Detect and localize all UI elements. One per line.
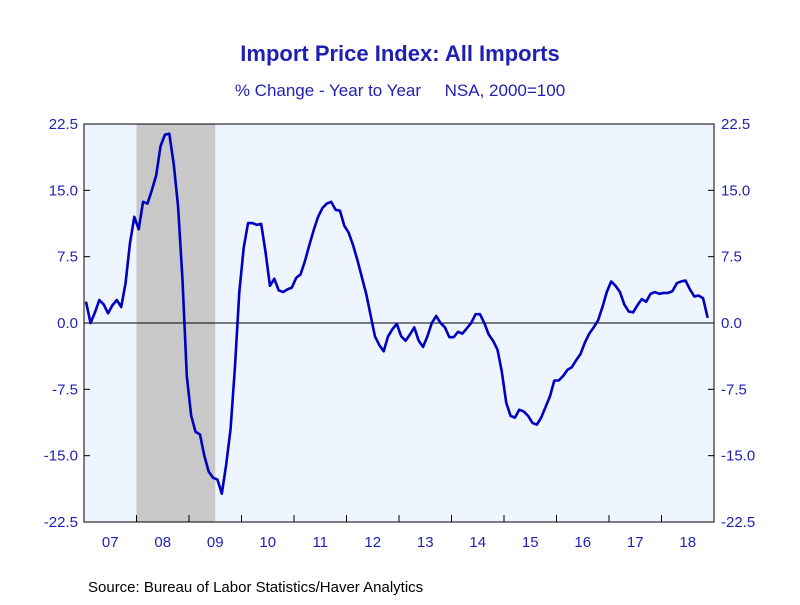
x-tick-label: 11 bbox=[312, 534, 328, 551]
y-tick-label-right: 7.5 bbox=[721, 249, 742, 266]
y-tick-label-right: 0.0 bbox=[721, 315, 742, 332]
x-tick-label: 17 bbox=[627, 534, 644, 551]
x-tick-label: 13 bbox=[417, 534, 434, 551]
y-tick-label-left: -15.0 bbox=[44, 448, 78, 465]
y-tick-label-left: 22.5 bbox=[49, 116, 78, 133]
y-tick-label-right: -22.5 bbox=[721, 514, 755, 531]
x-tick-label: 10 bbox=[259, 534, 276, 551]
x-tick-label: 16 bbox=[574, 534, 591, 551]
series-line-layer bbox=[84, 132, 709, 496]
x-tick-label: 07 bbox=[102, 534, 119, 551]
x-axis-ticks: 07 08 09 10 11 12 13 14 15 16 17 18 bbox=[102, 515, 696, 551]
y-tick-label-right: -15.0 bbox=[721, 448, 755, 465]
x-tick-label: 15 bbox=[522, 534, 539, 551]
chart-title: Import Price Index: All Imports bbox=[240, 41, 559, 66]
series-line bbox=[84, 132, 709, 496]
y-tick-label-right: -7.5 bbox=[721, 381, 747, 398]
y-tick-label-left: 7.5 bbox=[57, 249, 78, 266]
x-tick-label: 18 bbox=[679, 534, 696, 551]
y-tick-label-left: -7.5 bbox=[52, 381, 78, 398]
y-tick-label-left: -22.5 bbox=[44, 514, 78, 531]
chart-source: Source: Bureau of Labor Statistics/Haver… bbox=[88, 579, 423, 596]
x-tick-label: 08 bbox=[154, 534, 171, 551]
x-tick-label: 12 bbox=[364, 534, 381, 551]
y-tick-label-left: 0.0 bbox=[57, 315, 78, 332]
x-tick-label: 09 bbox=[207, 534, 224, 551]
chart-subtitle: % Change - Year to Year NSA, 2000=100 bbox=[235, 81, 565, 100]
y-tick-label-right: 22.5 bbox=[721, 116, 750, 133]
y-axis-ticks: 22.5 22.5 15.0 15.0 7.5 7.5 0.0 0.0 -7.5 -7.5 -15.… bbox=[44, 116, 755, 531]
x-tick-label: 14 bbox=[469, 534, 486, 551]
y-tick-label-right: 15.0 bbox=[721, 182, 750, 199]
y-tick-label-left: 15.0 bbox=[49, 182, 78, 199]
